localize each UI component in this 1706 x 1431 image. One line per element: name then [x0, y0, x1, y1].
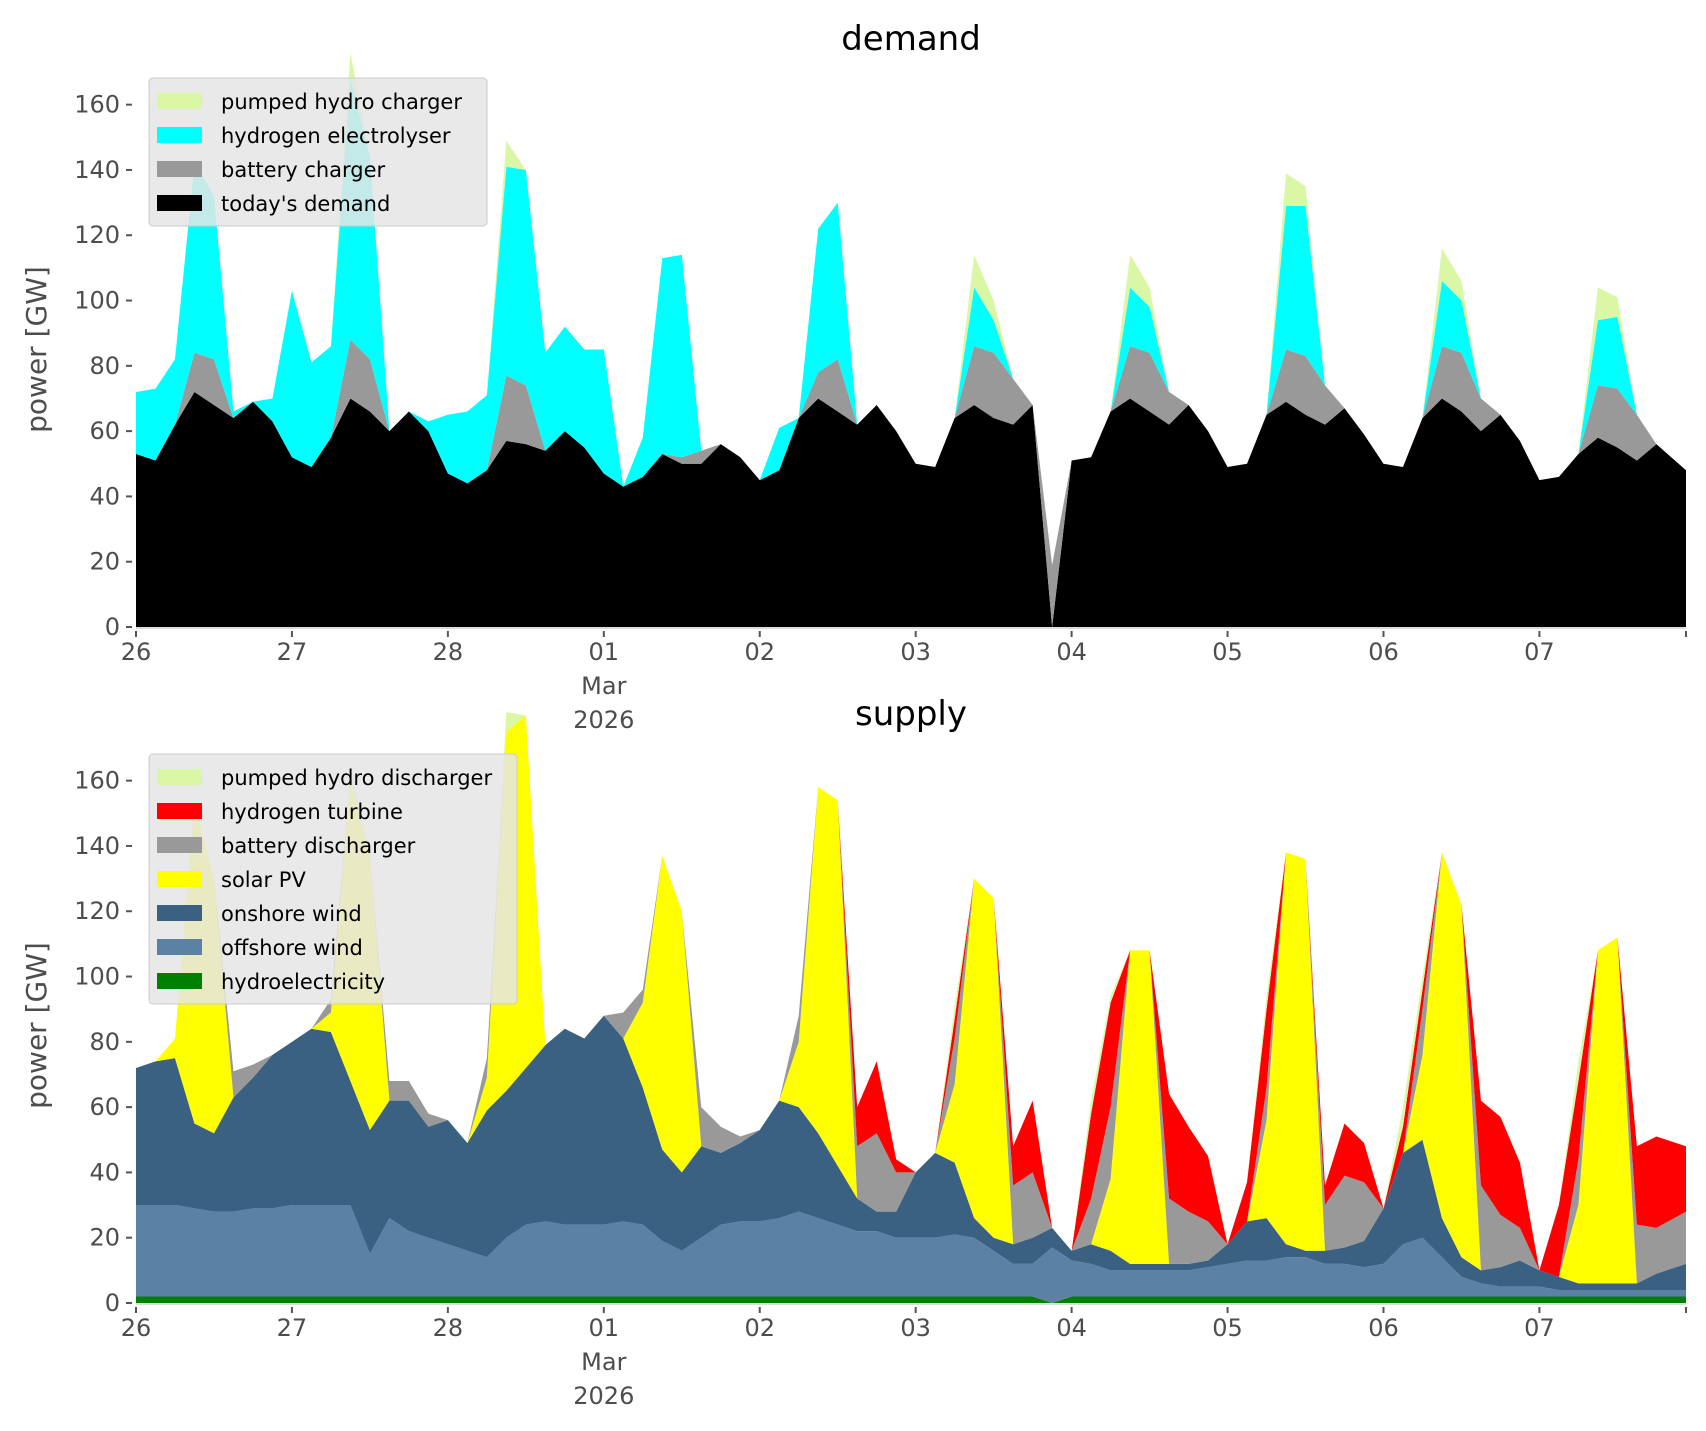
legend-swatch-offshore-wind	[157, 939, 202, 955]
area-offshore-wind	[136, 1205, 1686, 1303]
y-tick-label: 40	[89, 482, 120, 510]
legend: pumped hydro charger hydrogen electrolyse…	[148, 77, 488, 227]
y-tick-label: 60	[89, 1093, 120, 1121]
area-hydroelectricity	[136, 1296, 1686, 1303]
x-tick-label: 06	[1368, 1314, 1399, 1342]
area-battery-charger	[136, 339, 1686, 627]
y-tick-label: 40	[89, 1158, 120, 1186]
x-tick-label: 07	[1524, 1314, 1555, 1342]
legend-swatch-onshore-wind	[157, 905, 202, 921]
legend-label-hydroelectricity: hydroelectricity	[221, 970, 385, 994]
y-tick-label: 140	[74, 156, 120, 184]
y-axis-label: power [GW]	[20, 266, 53, 433]
legend-label-hydrogen-electrolyser: hydrogen electrolyser	[221, 124, 451, 148]
legend-box	[148, 753, 518, 1005]
y-tick-label: 160	[74, 91, 120, 119]
legend-label-battery-discharger: battery discharger	[221, 834, 416, 858]
y-tick-label: 120	[74, 897, 120, 925]
legend-swatch-pumped-hydro-charger	[157, 93, 202, 109]
y-tick-label: 160	[74, 767, 120, 795]
y-tick-label: 0	[105, 613, 120, 641]
x-tick-label: 26	[121, 638, 152, 666]
legend-label-onshore-wind: onshore wind	[221, 902, 362, 926]
legend-swatch-hydroelectricity	[157, 973, 202, 989]
legend-swatch-today-s-demand	[157, 195, 202, 211]
x-tick-label: 07	[1524, 638, 1555, 666]
areas	[136, 712, 1686, 1303]
y-tick-label: 80	[89, 352, 120, 380]
area-hydrogen-electrolyser	[136, 78, 1686, 565]
legend-label-today-s-demand: today's demand	[221, 192, 390, 216]
x-tick-label: 06	[1368, 638, 1399, 666]
legend-swatch-battery-discharger	[157, 837, 202, 853]
legend-swatch-pumped-hydro-discharger	[157, 769, 202, 785]
legend-label-solar-pv: solar PV	[221, 868, 306, 892]
legend-box	[148, 77, 488, 227]
y-tick-label: 0	[105, 1289, 120, 1317]
x-tick-label: 05	[1212, 638, 1243, 666]
legend: pumped hydro discharger hydrogen turbine b…	[148, 753, 518, 1005]
y-tick-label: 80	[89, 1028, 120, 1056]
x-tick-label: 27	[277, 638, 308, 666]
x-tick-label: 26	[121, 1314, 152, 1342]
y-axis-label: power [GW]	[20, 942, 53, 1109]
x-tick-label: 27	[277, 1314, 308, 1342]
y-tick-label: 20	[89, 548, 120, 576]
area-onshore-wind	[136, 1015, 1686, 1290]
x-tick-label: 03	[900, 638, 931, 666]
x-tick-label: 01	[589, 1314, 620, 1342]
legend-swatch-solar-pv	[157, 871, 202, 887]
x-tick-label: 03	[900, 1314, 931, 1342]
x-tick-sublabel: Mar	[581, 672, 626, 700]
x-tick-label: 28	[433, 1314, 464, 1342]
x-tick-label: 02	[744, 1314, 775, 1342]
y-tick-label: 100	[74, 963, 120, 991]
x-tick-label: 05	[1212, 1314, 1243, 1342]
legend-label-offshore-wind: offshore wind	[221, 936, 363, 960]
areas	[136, 52, 1686, 627]
legend-label-hydrogen-turbine: hydrogen turbine	[221, 800, 403, 824]
legend-swatch-hydrogen-electrolyser	[157, 127, 202, 143]
legend-label-battery-charger: battery charger	[221, 158, 386, 182]
area-today-s-demand	[136, 391, 1686, 627]
legend-label-pumped-hydro-charger: pumped hydro charger	[221, 90, 462, 114]
x-tick-label: 28	[433, 638, 464, 666]
y-tick-label: 60	[89, 417, 120, 445]
x-tick-label: 04	[1056, 638, 1087, 666]
legend-label-pumped-hydro-discharger: pumped hydro discharger	[221, 766, 492, 790]
x-tick-sublabel: 2026	[573, 1382, 634, 1410]
x-tick-label: 02	[744, 638, 775, 666]
x-tick-sublabel: Mar	[581, 1348, 626, 1376]
area-solar-pv	[136, 715, 1686, 1284]
x-tick-label: 04	[1056, 1314, 1087, 1342]
y-tick-label: 20	[89, 1224, 120, 1252]
legend-swatch-hydrogen-turbine	[157, 803, 202, 819]
x-tick-label: 01	[589, 638, 620, 666]
legend-swatch-battery-charger	[157, 161, 202, 177]
y-tick-label: 120	[74, 221, 120, 249]
y-tick-label: 140	[74, 832, 120, 860]
y-tick-label: 100	[74, 287, 120, 315]
x-tick-sublabel: 2026	[573, 706, 634, 734]
chart-title-supply: supply	[855, 694, 967, 734]
chart-title-demand: demand	[841, 19, 981, 59]
